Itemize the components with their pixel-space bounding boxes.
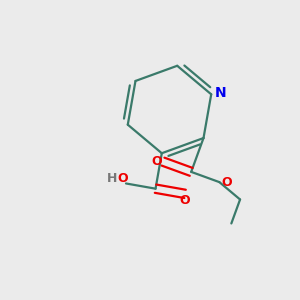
Text: O: O — [180, 194, 190, 207]
Text: N: N — [214, 86, 226, 100]
Text: H: H — [106, 172, 117, 184]
Text: O: O — [118, 172, 128, 184]
Text: O: O — [152, 155, 162, 168]
Text: O: O — [222, 176, 232, 189]
